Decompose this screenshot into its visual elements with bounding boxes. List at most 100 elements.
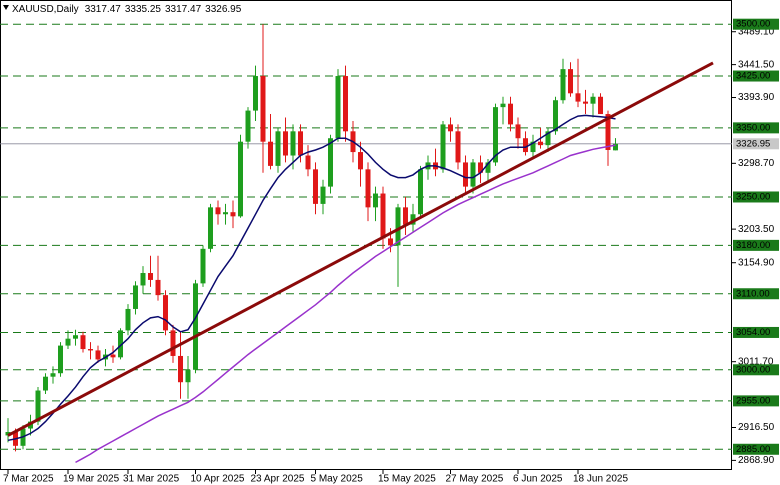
candle-body: [545, 131, 551, 146]
level-label-box: [733, 239, 779, 251]
candle-body: [88, 349, 93, 351]
candle-body: [275, 131, 281, 166]
candle-body: [365, 169, 371, 208]
candle-body: [553, 100, 558, 132]
x-tick-label: 5 May 2025: [311, 474, 364, 485]
candle-body: [50, 373, 56, 377]
level-label-box: [733, 364, 779, 376]
x-tick-label: 10 Apr 2025: [191, 474, 245, 485]
candle-body: [568, 69, 573, 94]
candle-body: [290, 131, 296, 156]
candle-body: [523, 138, 528, 153]
candle-body: [260, 76, 266, 142]
candle-body: [613, 143, 618, 151]
candle-body: [140, 273, 146, 286]
last-close: 3326.95: [205, 4, 242, 15]
chart-title: XAUUSD,Daily 3317.47 3335.25 3317.47 3326.95: [12, 4, 242, 15]
candle-body: [245, 110, 251, 142]
level-label: 3250.00: [736, 192, 770, 203]
candle-body: [170, 330, 176, 356]
y-tick-label: 2916.50: [738, 422, 775, 433]
last-high: 3335.25: [125, 4, 162, 15]
candle-body: [470, 162, 476, 187]
candle-body: [403, 207, 408, 225]
candle-body: [73, 335, 78, 339]
plot-frame: [0, 0, 732, 470]
candle-body: [35, 390, 41, 422]
level-label: 2885.00: [736, 444, 770, 455]
level-label-box: [733, 326, 779, 338]
candle-body: [388, 238, 393, 246]
candle-body: [373, 193, 378, 208]
candle-body: [200, 248, 206, 284]
candle-body: [215, 207, 221, 215]
last-low: 3317.47: [165, 4, 202, 15]
x-tick-label: 15 May 2025: [378, 474, 436, 485]
price-label-box: [733, 138, 779, 150]
level-label-box: [733, 122, 779, 134]
candle-body: [463, 162, 468, 187]
level-label-box: [733, 191, 779, 203]
last-open: 3317.47: [85, 4, 122, 15]
level-label-box: [733, 443, 779, 455]
candle-body: [268, 141, 273, 166]
candle-body: [335, 76, 341, 139]
candle-body: [193, 283, 198, 370]
candle-body: [238, 141, 243, 217]
y-tick-label: 3298.70: [738, 158, 775, 169]
candle-body: [148, 273, 153, 280]
level-label: 3110.00: [736, 288, 770, 299]
candle-body: [590, 96, 596, 104]
candle-body: [253, 76, 258, 111]
candle-body: [320, 186, 326, 204]
level-label: 3500.00: [736, 19, 770, 30]
candle-body: [358, 152, 363, 170]
candle-body: [515, 124, 521, 139]
candle-body: [110, 354, 116, 358]
candle-body: [125, 308, 131, 331]
y-tick-label: 3011.70: [738, 356, 774, 367]
candle-body: [43, 376, 48, 391]
candle-body: [500, 103, 506, 108]
candle-body: [493, 107, 498, 163]
candle-body: [58, 345, 63, 374]
x-tick-label: 7 Mar 2025: [3, 474, 54, 485]
level-label: 3350.00: [736, 122, 770, 133]
candle-body: [455, 131, 461, 163]
candle-body: [440, 124, 446, 170]
candle-body: [560, 69, 566, 101]
x-tick-label: 6 Jun 2025: [513, 474, 563, 485]
candle-body: [223, 212, 228, 215]
candle-body: [155, 279, 161, 296]
candle-body: [448, 124, 453, 132]
symbol-icon: [3, 5, 9, 10]
x-tick-label: 27 May 2025: [446, 474, 504, 485]
candle-body: [298, 131, 303, 156]
x-tick-label: 23 Apr 2025: [251, 474, 305, 485]
trendline: [7, 61, 714, 437]
y-tick-label: 3393.90: [738, 92, 775, 103]
candle-body: [508, 103, 513, 125]
candle-body: [598, 96, 603, 115]
candle-body: [95, 350, 101, 360]
level-label: 3054.00: [736, 327, 770, 338]
candle-body: [178, 355, 183, 383]
candle-body: [478, 162, 483, 173]
y-tick-label: 3489.10: [738, 26, 775, 37]
y-tick-label: 2868.90: [738, 455, 775, 466]
moving-average: [75, 144, 616, 464]
y-tick-label: 3203.50: [738, 224, 775, 235]
candle-body: [485, 162, 491, 173]
plot-marks: [0, 23, 732, 464]
level-label-box: [733, 288, 779, 300]
level-label: 3180.00: [736, 240, 770, 251]
moving-average: [7, 114, 616, 442]
candle-body: [538, 141, 543, 146]
candle-body: [208, 207, 213, 249]
candle-body: [65, 338, 71, 346]
level-label-box: [733, 70, 779, 82]
y-tick-label: 3441.50: [738, 59, 775, 70]
level-label: 3425.00: [736, 71, 770, 82]
